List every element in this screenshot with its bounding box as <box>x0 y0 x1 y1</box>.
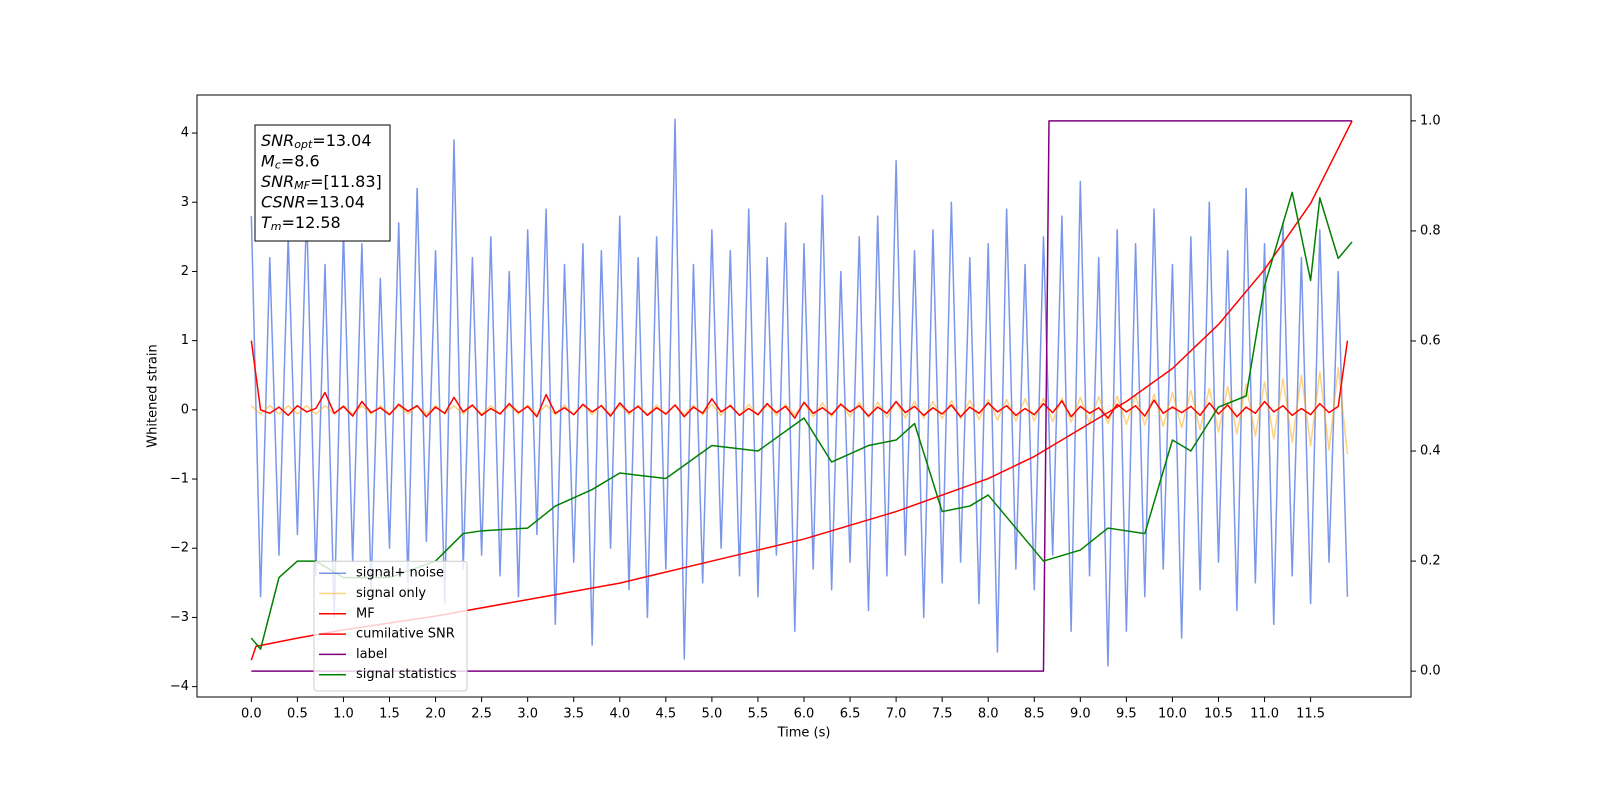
annotation-value: =[11.83] <box>310 172 382 191</box>
x-tick-label: 2.0 <box>425 707 446 722</box>
annotation-subscript: opt <box>294 138 313 151</box>
y2-tick-label: 1.0 <box>1420 113 1441 128</box>
x-tick-label: 5.5 <box>748 707 769 722</box>
y-tick-label: −2 <box>170 541 189 556</box>
x-tick-label: 1.5 <box>379 707 400 722</box>
y-axis-label: Whitened strain <box>146 344 161 447</box>
x-tick-label: 2.5 <box>471 707 492 722</box>
annotation-frame <box>254 124 391 242</box>
y-tick-label: −4 <box>170 679 189 694</box>
y2-tick-label: 0.0 <box>1420 664 1441 679</box>
x-tick-label: 3.5 <box>563 707 584 722</box>
annotation-symbol: SNR <box>261 131 294 150</box>
x-tick-label: 7.0 <box>886 707 907 722</box>
annotation-value: =8.6 <box>281 151 320 170</box>
y-tick-label: −3 <box>170 610 189 625</box>
x-tick-label: 9.0 <box>1070 707 1091 722</box>
y-tick-label: 4 <box>181 126 189 141</box>
x-tick-label: 3.0 <box>517 707 538 722</box>
x-tick-label: 5.0 <box>702 707 723 722</box>
y2-tick-label: 0.8 <box>1420 223 1441 238</box>
legend-label: label <box>356 647 387 662</box>
x-axis-label: Time (s) <box>777 726 831 741</box>
legend-label: signal only <box>356 586 426 601</box>
y-tick-label: 2 <box>181 264 189 279</box>
y2-tick-label: 0.6 <box>1420 333 1441 348</box>
x-tick-label: 6.5 <box>840 707 861 722</box>
annotation: SNRopt=13.04 <box>261 131 372 152</box>
annotation-subscript: c <box>275 159 281 172</box>
annotation-value: =13.04 <box>306 192 365 211</box>
legend-label: cumilative SNR <box>356 627 455 642</box>
annotation-box: SNRopt=13.04Mc=8.6SNRMF=[11.83]CSNR=13.0… <box>254 124 391 242</box>
annotation: CSNR=13.04 <box>261 192 365 211</box>
y-tick-label: −1 <box>170 472 189 487</box>
y-tick-label: 3 <box>181 195 189 210</box>
legend-label: MF <box>356 606 375 621</box>
x-tick-label: 4.0 <box>609 707 630 722</box>
x-tick-label: 0.5 <box>287 707 308 722</box>
annotation-value: =13.04 <box>312 131 371 150</box>
y-tick-label: 1 <box>181 333 189 348</box>
annotation-value: =12.58 <box>282 213 341 232</box>
legend-label: signal statistics <box>356 667 457 682</box>
annotation-subscript: MF <box>294 179 310 192</box>
series-line <box>250 118 1349 667</box>
x-tick-label: 8.5 <box>1024 707 1045 722</box>
x-tick-label: 6.0 <box>794 707 815 722</box>
x-tick-label: 11.5 <box>1296 707 1325 722</box>
x-tick-label: 8.0 <box>978 707 999 722</box>
annotation-subscript: m <box>271 220 282 233</box>
annotation-symbol: CSNR <box>261 192 306 211</box>
x-tick-label: 4.5 <box>655 707 676 722</box>
series-line <box>251 120 1353 672</box>
x-tick-label: 9.5 <box>1116 707 1137 722</box>
annotation-symbol: SNR <box>261 172 294 191</box>
annotation: Mc=8.6 <box>261 151 320 172</box>
legend: signal+ noise signal only MF cumilative SNR… <box>313 560 468 692</box>
x-tick-label: 0.0 <box>241 707 262 722</box>
y2-tick-label: 0.4 <box>1420 444 1441 459</box>
annotation-symbol: T <box>261 213 272 232</box>
y2-tick-label: 0.2 <box>1420 554 1441 569</box>
x-tick-label: 7.5 <box>932 707 953 722</box>
y-tick-label: 0 <box>181 402 189 417</box>
legend-frame <box>313 560 468 692</box>
legend-label: signal+ noise <box>356 566 444 581</box>
x-tick-label: 10.0 <box>1158 707 1187 722</box>
annotation-symbol: M <box>261 151 275 170</box>
x-tick-label: 10.5 <box>1204 707 1233 722</box>
x-tick-label: 11.0 <box>1250 707 1279 722</box>
series-line <box>250 340 1349 419</box>
annotation: SNRMF=[11.83] <box>261 172 382 193</box>
annotation: Tm=12.58 <box>261 213 341 234</box>
x-tick-label: 1.0 <box>333 707 354 722</box>
